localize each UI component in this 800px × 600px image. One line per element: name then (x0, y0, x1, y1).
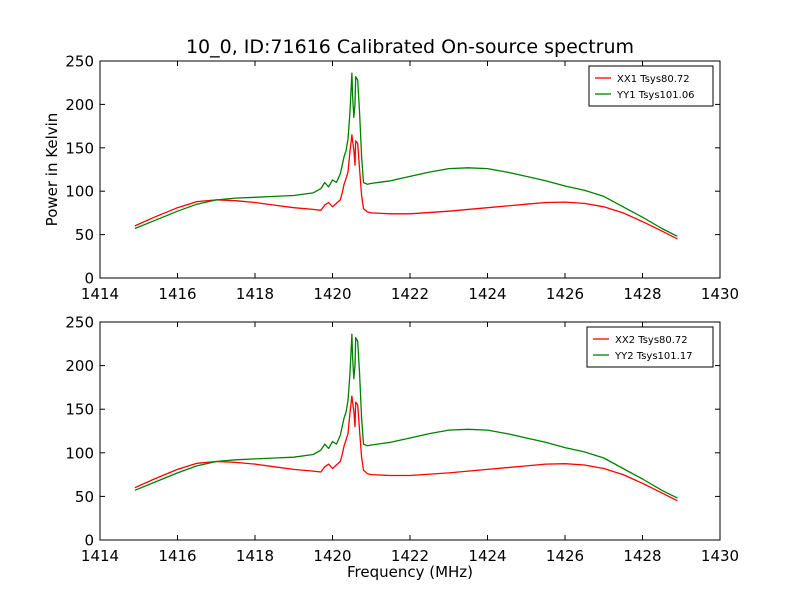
top-x-tick-label: 1418 (236, 285, 274, 303)
top-x-tick-label: 1426 (546, 285, 584, 303)
bottom-x-tick-label: 1428 (623, 547, 661, 565)
top-y-tick-label: 100 (65, 183, 94, 201)
bottom-y-tick-label: 0 (84, 532, 94, 550)
top-legend-label-yy: YY1 Tsys101.06 (616, 90, 695, 101)
bottom-y-tick-label: 250 (65, 314, 94, 332)
top-legend-box (588, 65, 714, 107)
bottom-x-tick-label: 1430 (701, 547, 739, 565)
top-x-tick-label: 1422 (391, 285, 429, 303)
bottom-legend-label-xx: XX2 Tsys80.72 (615, 335, 688, 346)
bottom-x-axis-label: Frequency (MHz) (347, 563, 473, 581)
bottom-series-line-yy (134, 333, 678, 499)
bottom-x-tick-label: 1422 (391, 547, 429, 565)
bottom-x-tick-label: 1420 (313, 547, 351, 565)
bottom-x-tick-label: 1416 (158, 547, 196, 565)
top-y-tick-label: 200 (65, 96, 94, 114)
bottom-x-tick-label: 1418 (236, 547, 274, 565)
top-y-tick-label: 50 (75, 226, 94, 244)
top-panel: 1414 1416 1418 1420 1422 1424 1426 1428 1430 0 50 1… (43, 53, 739, 304)
bottom-x-tick-label: 1424 (468, 547, 506, 565)
bottom-legend-label-yy: YY2 Tsys101.17 (614, 351, 693, 362)
bottom-y-tick-label: 100 (65, 444, 94, 462)
top-x-tick-label: 1424 (468, 285, 506, 303)
top-x-tick-label: 1420 (313, 285, 351, 303)
bottom-panel: 1414 1416 1418 1420 1422 1424 1426 1428 1430 0 50 1… (65, 314, 739, 582)
top-y-tick-label: 250 (65, 53, 94, 71)
top-y-axis-label: Power in Kelvin (43, 113, 61, 227)
bottom-y-tick-label: 150 (65, 401, 94, 419)
bottom-x-tick-label: 1426 (546, 547, 584, 565)
bottom-legend-box (586, 326, 714, 368)
bottom-y-tick-label: 200 (65, 357, 94, 375)
top-x-tick-label: 1416 (158, 285, 196, 303)
top-series-line-xx (134, 134, 678, 240)
top-series-line-yy (134, 72, 678, 237)
top-x-tick-label: 1428 (623, 285, 661, 303)
figure-title: 10_0, ID:71616 Calibrated On-source spec… (186, 36, 634, 58)
top-y-tick-label: 150 (65, 139, 94, 157)
bottom-series-line-xx (134, 395, 678, 502)
bottom-y-tick-label: 50 (75, 488, 94, 506)
top-x-tick-label: 1430 (701, 285, 739, 303)
top-y-tick-label: 0 (84, 270, 94, 288)
top-legend-label-xx: XX1 Tsys80.72 (617, 74, 690, 85)
bottom-x-tick-label: 1414 (81, 547, 119, 565)
top-x-tick-label: 1414 (81, 285, 119, 303)
